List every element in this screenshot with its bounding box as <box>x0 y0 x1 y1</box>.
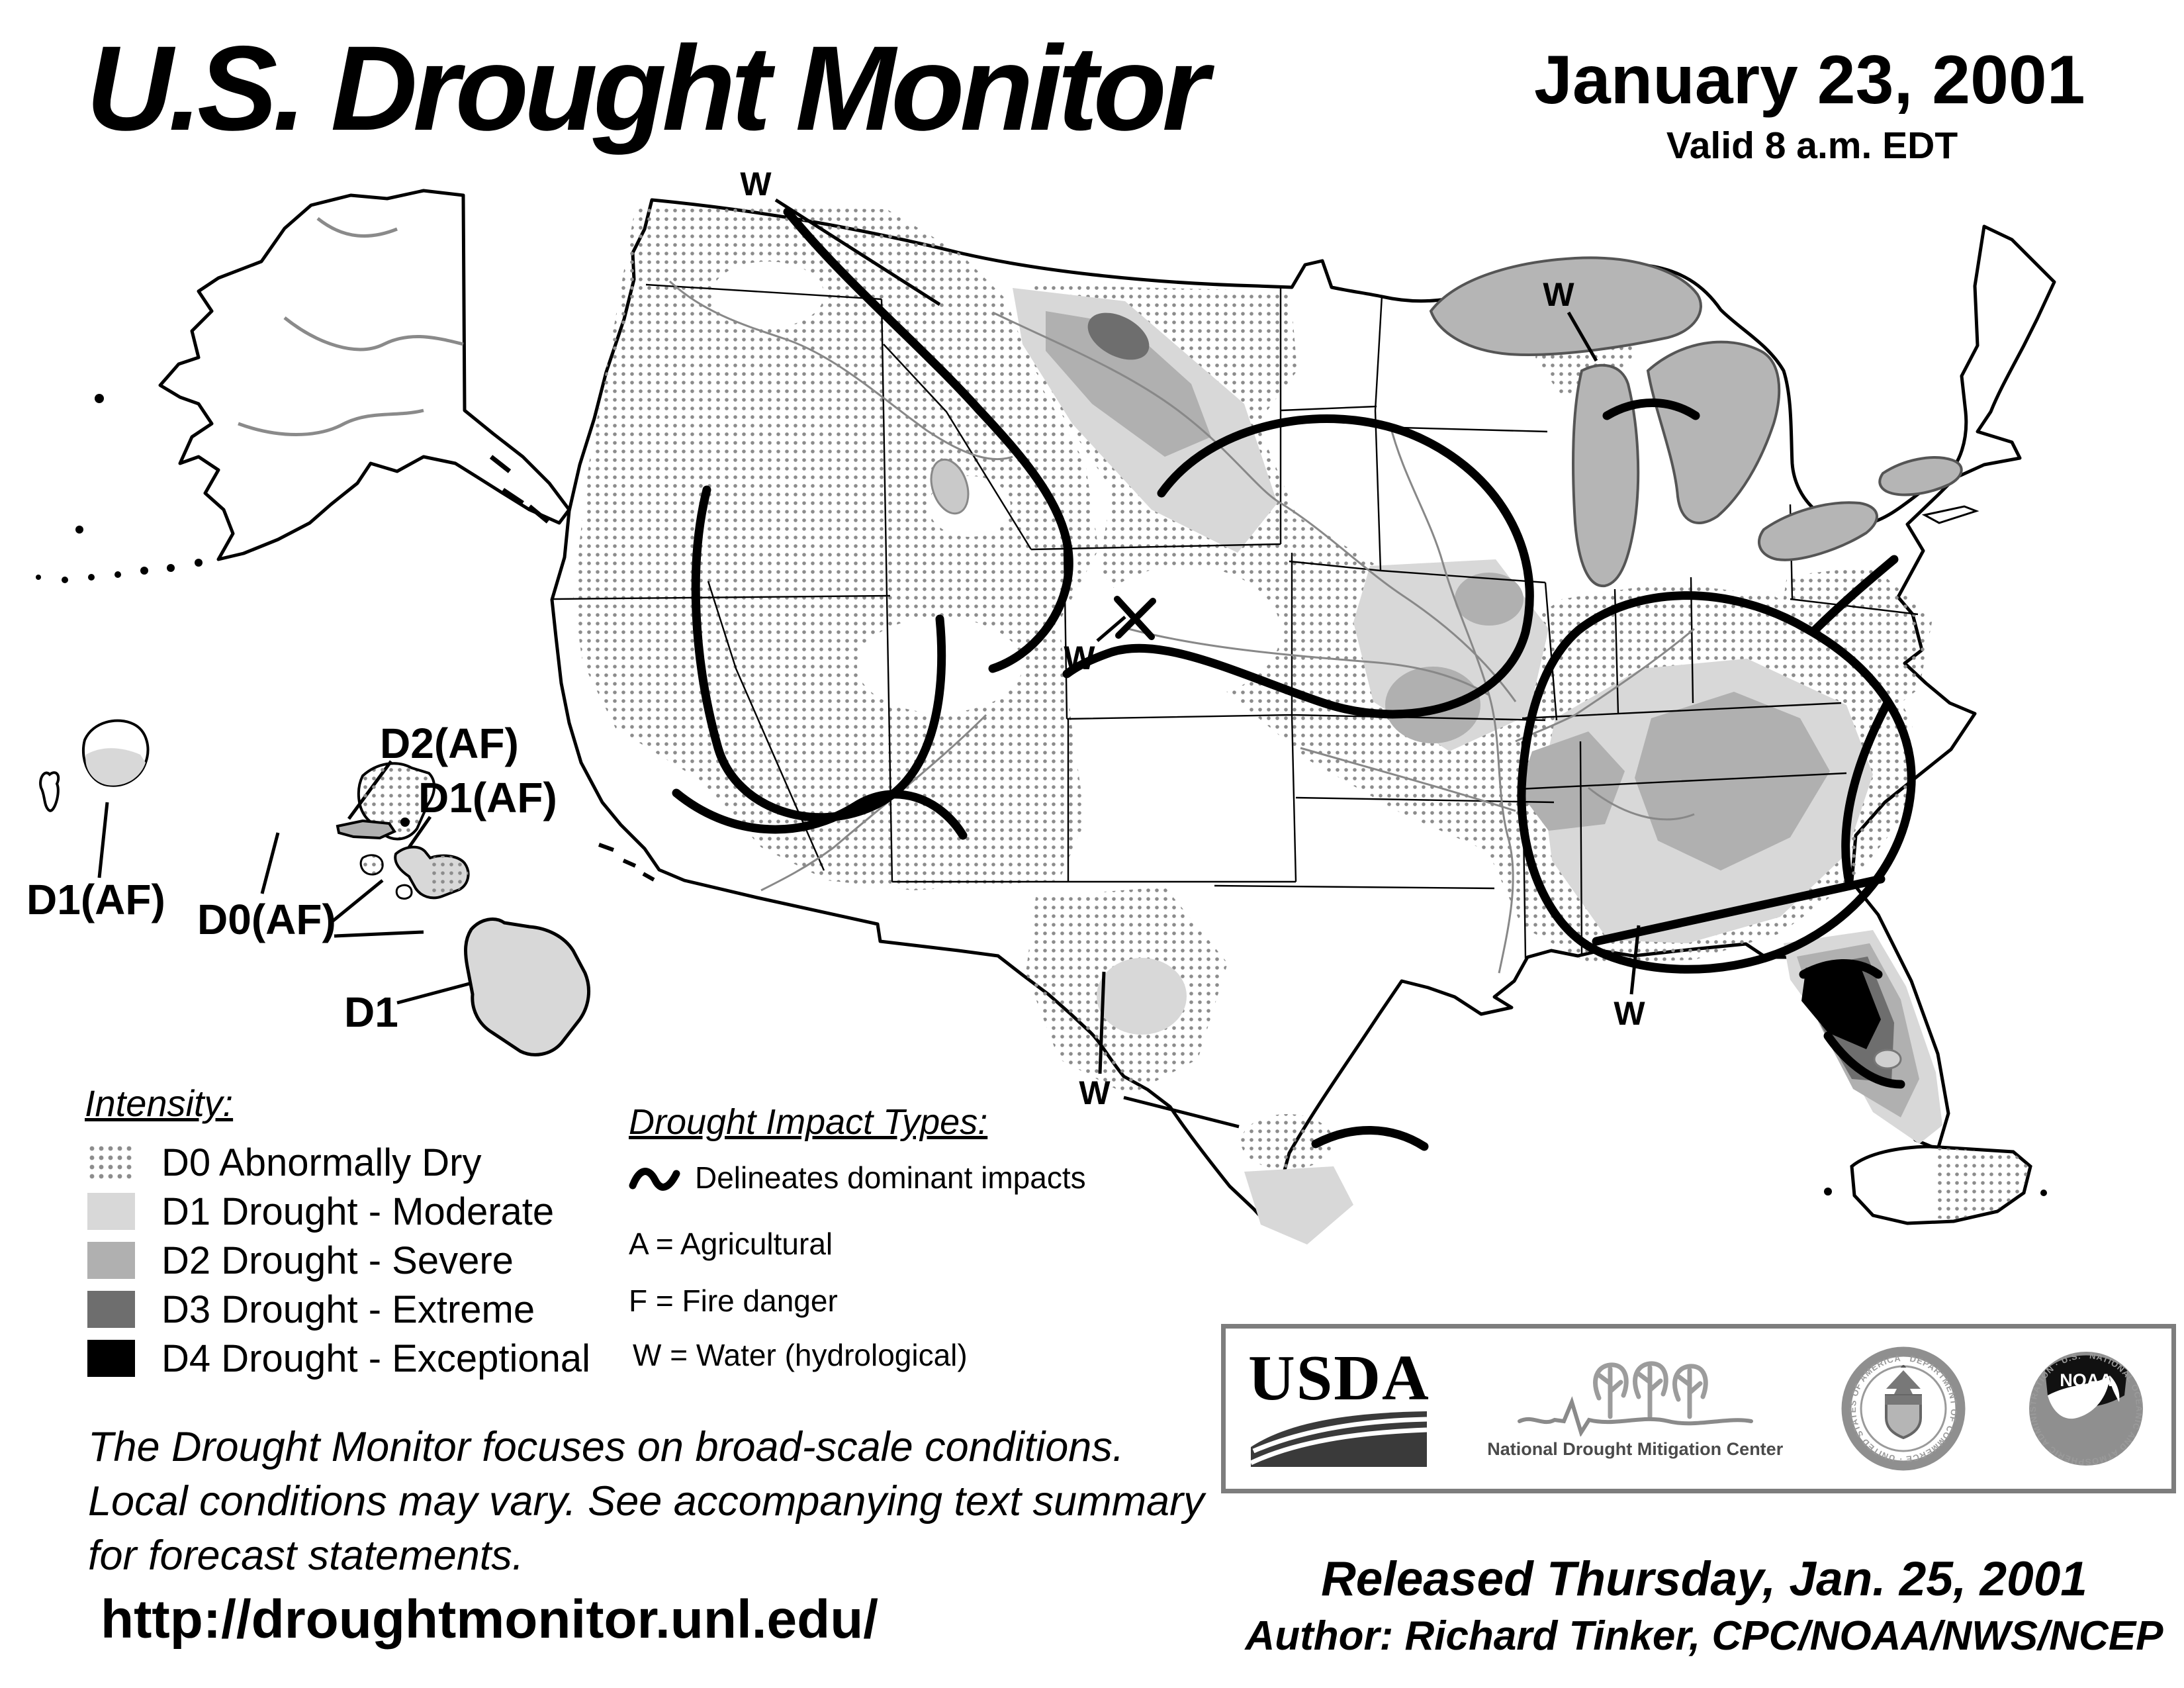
hawaii-label-oahu: D0(AF) <box>197 896 336 943</box>
date-block: January 23, 2001 Valid 8 a.m. EDT <box>1534 41 2103 167</box>
island-niihau <box>39 771 60 812</box>
lake-superior <box>1429 256 1702 356</box>
island-lanai <box>359 854 384 876</box>
d2-swatch <box>87 1242 135 1279</box>
ndmc-trees-icon <box>1517 1360 1753 1436</box>
hawaii-inset <box>39 719 590 1056</box>
vieques-island <box>2040 1190 2047 1196</box>
alaska-rivers <box>238 217 464 436</box>
long-island <box>1921 505 1979 524</box>
usda-wordmark: USDA <box>1248 1342 1430 1414</box>
lake-okeechobee <box>1873 1049 1902 1070</box>
great-lakes <box>1429 256 1963 588</box>
report-date: January 23, 2001 <box>1534 42 2085 118</box>
commerce-seal-icon: DEPARTMENT OF COMMERCE · UNITED STATES O… <box>1841 1346 1966 1471</box>
intensity-legend: Intensity: D0 Abnormally Dry D1 Drought … <box>85 1082 590 1383</box>
legend-row-d4: D4 Drought - Exceptional <box>85 1334 590 1383</box>
agency-logo-box: USDA National Drought Mitigation Cen <box>1221 1324 2176 1493</box>
delineates-row: Delineates dominant impacts <box>629 1160 1086 1196</box>
impact-squiggle-icon <box>629 1168 680 1191</box>
impact-item-fire: F = Fire danger <box>629 1284 838 1318</box>
conus-map: W W W W W <box>550 165 2056 1244</box>
d1-label: D1 Drought - Moderate <box>161 1190 555 1233</box>
author-credit: Author: Richard Tinker, CPC/NOAA/NWS/NCE… <box>1245 1613 2163 1659</box>
w-leader-lines <box>774 198 1641 1129</box>
legend-row-d1: D1 Drought - Moderate <box>85 1187 590 1236</box>
aleutian-islands <box>36 394 203 583</box>
disclaimer-line-3: for forecast statements. <box>88 1532 524 1579</box>
lake-ontario <box>1878 456 1963 496</box>
d3-label: D3 Drought - Extreme <box>161 1288 535 1331</box>
ndmc-caption: National Drought Mitigation Center <box>1487 1438 1784 1459</box>
usda-logo: USDA <box>1248 1342 1430 1468</box>
legend-row-d0: D0 Abnormally Dry <box>85 1138 590 1187</box>
impact-item-agricultural: A = Agricultural <box>629 1227 833 1261</box>
rivers <box>668 280 1695 974</box>
legend-row-d2: D2 Drought - Severe <box>85 1236 590 1285</box>
released-date: Released Thursday, Jan. 25, 2001 <box>1321 1552 2087 1606</box>
water-impact-label: W <box>1064 639 1095 677</box>
impact-item-water: W = Water (hydrological) <box>633 1338 968 1372</box>
water-impact-label: W <box>740 165 772 203</box>
great-salt-lake <box>930 458 970 515</box>
alaska-outline <box>158 189 571 561</box>
intensity-heading: Intensity: <box>85 1082 234 1124</box>
d0-label: D0 Abnormally Dry <box>161 1141 482 1184</box>
valid-time: Valid 8 a.m. EDT <box>1666 124 1958 167</box>
d0-swatch <box>87 1144 135 1181</box>
hawaii-label-maui: D1(AF) <box>418 774 557 821</box>
mona-island <box>1824 1188 1832 1196</box>
honolulu-dot <box>400 818 410 827</box>
d4-swatch <box>87 1340 135 1377</box>
disclaimer-text: The Drought Monitor focuses on broad-sca… <box>88 1421 1205 1583</box>
kauai-d1-area <box>85 748 146 786</box>
disclaimer-line-1: The Drought Monitor focuses on broad-sca… <box>88 1424 1124 1470</box>
usda-swoosh-icon <box>1250 1411 1428 1468</box>
hawaii-label-big-island: D1 <box>344 988 398 1036</box>
ndmc-logo: National Drought Mitigation Center <box>1487 1358 1783 1460</box>
hawaii-label-kauai: D1(AF) <box>26 876 165 923</box>
water-impact-label: W <box>1614 995 1645 1032</box>
alaska-inset <box>36 189 571 583</box>
page-title: U.S. Drought Monitor <box>86 21 1209 156</box>
disclaimer-line-2: Local conditions may vary. See accompany… <box>88 1477 1205 1524</box>
noaa-logo-icon: NOAA NATIONAL OCEANIC AND ATMOSPHERIC AD… <box>2028 1350 2144 1467</box>
impact-heading: Drought Impact Types: <box>629 1102 988 1142</box>
d3-swatch <box>87 1291 135 1328</box>
water-impact-label: W <box>1079 1074 1111 1111</box>
website-url: http://droughtmonitor.unl.edu/ <box>101 1589 879 1650</box>
puerto-rico-inset <box>1824 1145 2047 1225</box>
lake-michigan <box>1572 363 1640 588</box>
d1-swatch <box>87 1193 135 1230</box>
island-oahu <box>357 762 435 841</box>
impact-contours <box>672 207 1916 1151</box>
island-hawaii-big <box>464 917 590 1056</box>
maui-d0-area <box>428 855 469 897</box>
lake-erie <box>1757 501 1878 561</box>
island-kahoolawe <box>395 884 413 900</box>
channel-islands <box>598 843 655 882</box>
water-impact-label: W <box>1543 276 1574 313</box>
lake-huron <box>1646 340 1781 524</box>
island-molokai <box>336 819 396 840</box>
delineates-label: Delineates dominant impacts <box>695 1160 1086 1195</box>
d2-label: D2 Drought - Severe <box>161 1239 514 1282</box>
alaska-panhandle-islands <box>489 455 550 524</box>
d4-label: D4 Drought - Exceptional <box>161 1336 590 1380</box>
hawaii-label-molokai: D2(AF) <box>380 720 519 767</box>
legend-row-d3: D3 Drought - Extreme <box>85 1285 590 1334</box>
puerto-rico-d0-area <box>1936 1148 2029 1220</box>
impact-types-legend: Drought Impact Types: Delineates dominan… <box>629 1102 1086 1373</box>
d4-exceptional-region <box>1801 961 1881 1049</box>
